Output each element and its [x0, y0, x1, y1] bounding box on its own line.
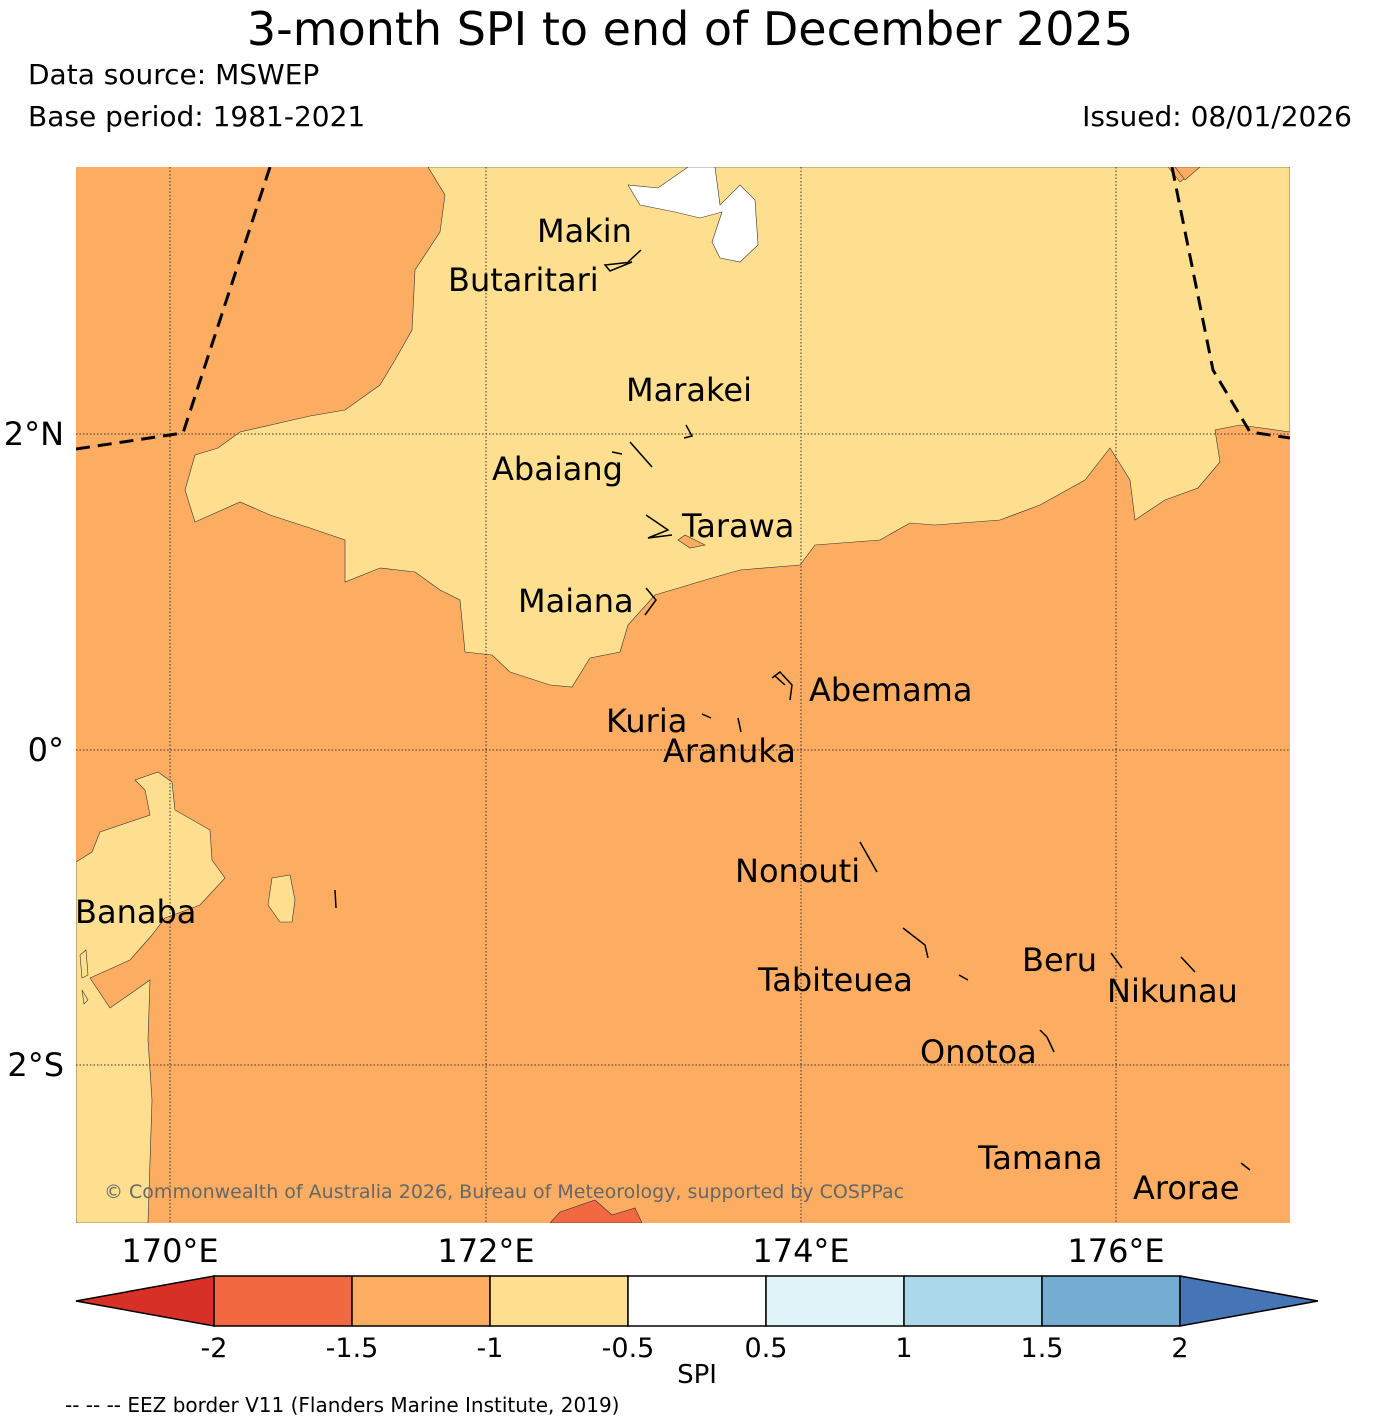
- colorbar-tick: -2: [201, 1333, 228, 1364]
- island-outlines: [334, 249, 1251, 1171]
- map-area: [76, 167, 1290, 1223]
- island-shape-onotoa: [1039, 1029, 1055, 1053]
- island-shape-abemama: [771, 670, 793, 701]
- colorbar-tick: -1: [477, 1333, 504, 1364]
- label-beru: Beru: [1022, 941, 1097, 979]
- spi-patch: [1174, 167, 1201, 181]
- base-period: Base period: 1981-2021: [28, 100, 366, 133]
- spi-patch: [267, 874, 296, 923]
- label-maiana: Maiana: [518, 582, 634, 620]
- copyright-notice: © Commonwealth of Australia 2026, Bureau…: [104, 1181, 904, 1203]
- label-nonouti: Nonouti: [735, 852, 860, 890]
- colorbar-segment: [351, 1275, 491, 1327]
- island-shape-tabiteuea: [902, 927, 969, 981]
- lon-label-170e: 170°E: [121, 1232, 218, 1270]
- label-kuria: Kuria: [606, 702, 687, 740]
- eez-border-east: [1170, 167, 1290, 440]
- colorbar-segment: [765, 1275, 905, 1327]
- lat-label-2n: 2°N: [4, 415, 64, 453]
- graticule: [76, 167, 1290, 1223]
- spi-region-mild-dry-north: [184, 167, 1290, 688]
- colorbar-tick: 1: [895, 1333, 912, 1364]
- colorbar: -2 -1.5 -1 -0.5 0.5 1 1.5 2: [75, 1275, 1319, 1364]
- island-shape-aranuka: [737, 717, 742, 733]
- label-nikunau: Nikunau: [1107, 972, 1238, 1010]
- colorbar-segment: [903, 1275, 1043, 1327]
- issued-date: Issued: 08/01/2026: [1082, 100, 1352, 133]
- colorbar-tick: 0.5: [745, 1333, 788, 1364]
- island-shape-maiana: [644, 587, 657, 616]
- lon-label-174e: 174°E: [752, 1232, 849, 1270]
- eez-border-west: [76, 167, 272, 451]
- spi-region-near-normal: [627, 167, 759, 263]
- colorbar-segment: [627, 1275, 767, 1327]
- island-shape-butaritari: [603, 261, 633, 272]
- colorbar-tick: -1.5: [326, 1333, 379, 1364]
- island-shape-arorae: [1240, 1162, 1251, 1171]
- lon-label-176e: 176°E: [1067, 1232, 1164, 1270]
- colorbar-tick: -0.5: [602, 1333, 655, 1364]
- data-source: Data source: MSWEP: [28, 58, 320, 91]
- colorbar-segment: [1041, 1275, 1181, 1327]
- island-shape-kuria: [701, 713, 712, 719]
- label-abaiang: Abaiang: [492, 450, 623, 488]
- label-makin: Makin: [537, 212, 632, 250]
- island-shape-abaiang: [611, 441, 653, 468]
- colorbar-segment: [213, 1275, 353, 1327]
- label-marakei: Marakei: [626, 371, 752, 409]
- spi-patch: [677, 534, 706, 549]
- label-abemama: Abemama: [809, 671, 972, 709]
- label-aranuka: Aranuka: [663, 732, 796, 770]
- label-arorae: Arorae: [1133, 1169, 1239, 1207]
- island-shape-banaba: [334, 889, 337, 909]
- colorbar-segment: [489, 1275, 629, 1327]
- colorbar-segment-gt-2: [1179, 1275, 1319, 1327]
- island-shape-marakei: [683, 424, 694, 439]
- label-butaritari: Butaritari: [448, 261, 599, 299]
- island-shape-beru: [1110, 952, 1123, 969]
- label-banaba: Banaba: [75, 893, 196, 931]
- colorbar-label: SPI: [677, 1360, 717, 1390]
- lat-label-2s: 2°S: [7, 1046, 64, 1084]
- colorbar-tick: 1.5: [1021, 1333, 1064, 1364]
- map-title: 3-month SPI to end of December 2025: [246, 2, 1134, 56]
- island-shape-tarawa: [645, 514, 673, 539]
- island-labels: Makin Butaritari Marakei Abaiang Tarawa …: [75, 212, 1239, 1207]
- lat-label-0: 0°: [28, 731, 64, 769]
- colorbar-tick: 2: [1171, 1333, 1188, 1364]
- colorbar-segment-lt-neg2: [75, 1275, 215, 1327]
- island-shape-nonouti: [859, 841, 878, 873]
- eez-border-note: -- -- -- EEZ border V11 (Flanders Marine…: [65, 1393, 620, 1417]
- lon-label-172e: 172°E: [437, 1232, 534, 1270]
- island-shape-makin: [627, 249, 642, 263]
- label-tabiteuea: Tabiteuea: [757, 961, 913, 999]
- label-tamana: Tamana: [977, 1139, 1103, 1177]
- spi-region-severe-dry: [549, 1199, 643, 1223]
- island-shape-nikunau: [1180, 956, 1196, 973]
- label-tarawa: Tarawa: [681, 507, 794, 545]
- spi-patch: [81, 989, 89, 1005]
- spi-patch: [79, 949, 89, 979]
- spi-region-mild-dry-west: [76, 771, 226, 1223]
- label-onotoa: Onotoa: [920, 1033, 1037, 1071]
